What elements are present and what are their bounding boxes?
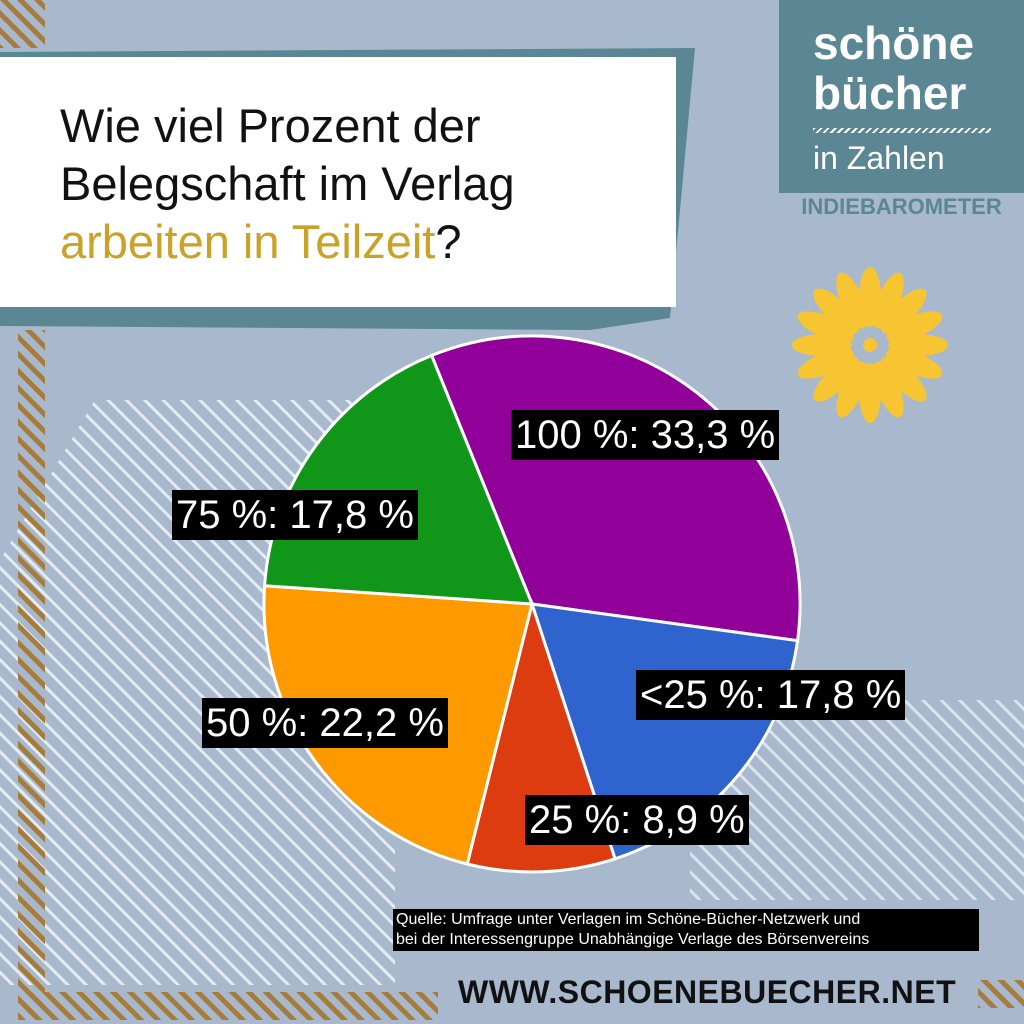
flower-petal bbox=[813, 288, 859, 334]
stripe-border-bottom bbox=[18, 992, 438, 1020]
title-line-2: Belegschaft im Verlag bbox=[60, 157, 515, 210]
website-url[interactable]: WWW.SCHOENEBUECHER.NET bbox=[458, 974, 957, 1010]
source-line-2: bei der Interessengruppe Unabhängige Ver… bbox=[396, 931, 870, 948]
source-note: Quelle: Umfrage unter Verlagen im Schöne… bbox=[393, 909, 979, 951]
stripe-border-top bbox=[0, 0, 45, 48]
flower-petal bbox=[886, 311, 943, 342]
slice-label-100: 100 %: 33,3 % bbox=[511, 410, 780, 460]
stripe-border-bottom-right bbox=[978, 980, 1024, 1008]
stripe-border-left bbox=[18, 330, 45, 1020]
slice-label-25: 25 %: 8,9 % bbox=[525, 795, 749, 845]
flower-petal bbox=[797, 348, 854, 379]
title-highlight: arbeiten in Teilzeit bbox=[60, 215, 436, 268]
slice-label-50: 50 %: 22,2 % bbox=[202, 698, 448, 748]
flower-petal bbox=[881, 356, 927, 402]
flower-petal bbox=[836, 361, 867, 418]
title-line-3: arbeiten in Teilzeit? bbox=[60, 213, 462, 271]
slice-label-75: 75 %: 17,8 % bbox=[172, 490, 418, 540]
slice-label-lt25: <25 %: 17,8 % bbox=[636, 670, 906, 720]
brand-divider bbox=[813, 128, 991, 133]
brand-line-3: in Zahlen bbox=[813, 140, 945, 176]
pie-slice-4 bbox=[263, 353, 535, 606]
flower-petal bbox=[813, 356, 859, 402]
brand-line-2: bücher bbox=[813, 67, 967, 119]
flower-petal bbox=[873, 272, 904, 329]
hatch-field-right bbox=[690, 700, 1024, 900]
title-question-mark: ? bbox=[435, 215, 462, 268]
flower-petal bbox=[836, 272, 867, 329]
indiebarometer-label: INDIEBAROMETER bbox=[801, 194, 1002, 219]
title-line-1: Wie viel Prozent der bbox=[60, 99, 481, 152]
flower-petal bbox=[873, 361, 904, 418]
flower-petal bbox=[881, 288, 927, 334]
brand-logo: schöne bücher in Zahlen bbox=[779, 0, 1024, 193]
flower-petal bbox=[797, 311, 854, 342]
flower-icon bbox=[792, 267, 948, 423]
brand-line-1: schöne bbox=[813, 17, 975, 69]
source-line-1: Quelle: Umfrage unter Verlagen im Schöne… bbox=[396, 911, 861, 928]
flower-petal bbox=[886, 348, 943, 379]
title-card: Wie viel Prozent der Belegschaft im Verl… bbox=[0, 57, 676, 307]
